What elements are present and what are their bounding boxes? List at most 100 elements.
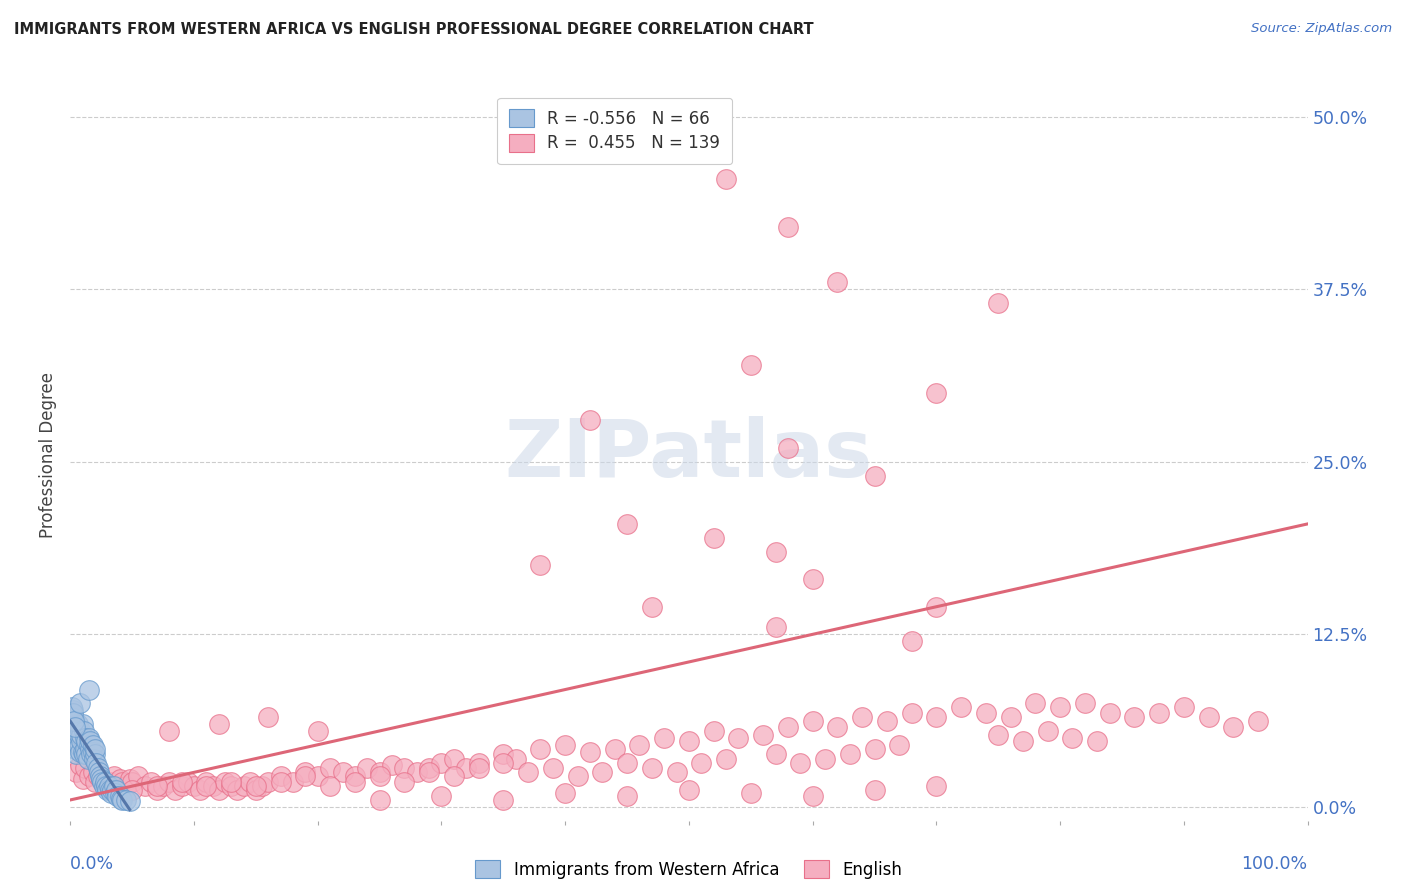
Point xyxy=(139,775,162,789)
Point xyxy=(678,783,700,797)
Point xyxy=(628,738,651,752)
Point xyxy=(65,714,87,729)
Point xyxy=(98,775,121,789)
Point xyxy=(851,710,873,724)
Point xyxy=(900,634,922,648)
Point xyxy=(214,775,236,789)
Point xyxy=(863,742,886,756)
Point xyxy=(987,728,1010,742)
Point xyxy=(776,720,799,734)
Point xyxy=(152,779,174,793)
Point xyxy=(801,789,824,803)
Point xyxy=(443,751,465,765)
Point xyxy=(443,769,465,783)
Point xyxy=(72,717,94,731)
Point xyxy=(86,761,108,775)
Point xyxy=(84,742,107,756)
Point xyxy=(170,775,193,789)
Point xyxy=(121,783,143,797)
Point xyxy=(69,696,91,710)
Point xyxy=(70,728,93,742)
Point xyxy=(1049,700,1071,714)
Point xyxy=(1024,696,1046,710)
Point xyxy=(430,756,453,770)
Point xyxy=(1012,733,1035,747)
Point xyxy=(208,717,231,731)
Point xyxy=(801,714,824,729)
Point xyxy=(127,769,149,783)
Point xyxy=(974,706,997,720)
Point xyxy=(97,779,120,793)
Point xyxy=(789,756,811,770)
Point xyxy=(814,751,837,765)
Point xyxy=(307,723,329,738)
Text: ZIPatlas: ZIPatlas xyxy=(505,416,873,494)
Point xyxy=(925,779,948,793)
Point xyxy=(740,358,762,372)
Point xyxy=(72,772,94,787)
Point xyxy=(529,742,551,756)
Point xyxy=(93,779,115,793)
Point xyxy=(703,723,725,738)
Point xyxy=(77,682,100,697)
Point xyxy=(219,775,242,789)
Point xyxy=(84,775,107,789)
Point xyxy=(950,700,973,714)
Point xyxy=(270,775,292,789)
Point xyxy=(67,739,90,753)
Point xyxy=(77,769,100,783)
Point xyxy=(65,747,87,762)
Point xyxy=(591,765,613,780)
Point xyxy=(84,747,107,762)
Point xyxy=(690,756,713,770)
Point xyxy=(1123,710,1146,724)
Point xyxy=(103,779,125,793)
Point xyxy=(492,793,515,807)
Point xyxy=(703,531,725,545)
Point xyxy=(239,775,262,789)
Point xyxy=(226,783,249,797)
Point xyxy=(69,745,91,759)
Text: Source: ZipAtlas.com: Source: ZipAtlas.com xyxy=(1251,22,1392,36)
Point xyxy=(110,791,132,805)
Point xyxy=(579,413,602,427)
Point xyxy=(838,747,860,762)
Point xyxy=(170,779,193,793)
Point xyxy=(67,728,90,742)
Point xyxy=(70,733,93,747)
Point xyxy=(90,772,112,787)
Point xyxy=(94,775,117,789)
Point xyxy=(603,742,626,756)
Point xyxy=(1098,706,1121,720)
Point xyxy=(765,747,787,762)
Point xyxy=(1247,714,1270,729)
Point xyxy=(87,765,110,780)
Point xyxy=(827,276,849,290)
Point xyxy=(678,733,700,747)
Point xyxy=(96,783,118,797)
Point xyxy=(765,544,787,558)
Point xyxy=(319,779,342,793)
Point xyxy=(62,706,84,720)
Point xyxy=(356,761,378,775)
Point xyxy=(75,731,97,745)
Point xyxy=(665,765,688,780)
Point xyxy=(79,742,101,756)
Point xyxy=(250,779,273,793)
Point xyxy=(118,794,141,808)
Point xyxy=(75,747,97,762)
Point xyxy=(69,758,91,772)
Point xyxy=(652,731,675,745)
Point xyxy=(219,779,242,793)
Point xyxy=(82,738,104,752)
Point xyxy=(876,714,898,729)
Point xyxy=(89,769,111,783)
Point xyxy=(925,599,948,614)
Point xyxy=(79,733,101,747)
Point xyxy=(863,468,886,483)
Point xyxy=(889,738,911,752)
Point xyxy=(641,599,664,614)
Point xyxy=(195,779,218,793)
Point xyxy=(294,765,316,780)
Point xyxy=(115,779,138,793)
